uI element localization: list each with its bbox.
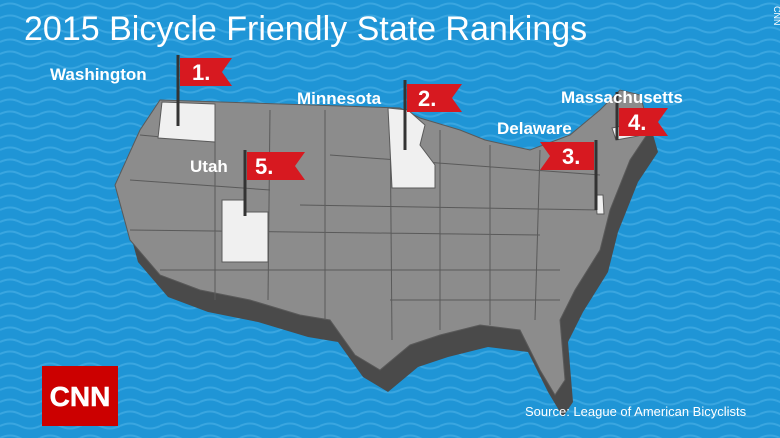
rank-label: 3. xyxy=(562,144,580,169)
rank-label: 5. xyxy=(255,154,273,179)
state-label: Minnesota xyxy=(297,89,382,108)
rank-flag: 3. Delaware xyxy=(497,119,598,210)
rank-flag: 2. Minnesota xyxy=(297,80,462,150)
rank-label: 1. xyxy=(192,60,210,85)
rank-flag: 4. Massachusetts xyxy=(561,88,683,140)
rank-flag: 1. Washington xyxy=(50,55,232,126)
source: Source: League of American Bicyclists xyxy=(525,404,747,419)
rank-label: 2. xyxy=(418,86,436,111)
minnesota-state xyxy=(387,107,436,189)
rank-flag: 5. Utah xyxy=(190,150,305,216)
watermark: CNN xyxy=(772,6,780,26)
title: 2015 Bicycle Friendly State Rankings xyxy=(24,10,587,48)
state-label: Washington xyxy=(50,65,147,84)
rank-label: 4. xyxy=(628,110,646,135)
state-label: Delaware xyxy=(497,119,572,138)
state-label: Utah xyxy=(190,157,228,176)
logo-box xyxy=(42,366,118,426)
logo: CNN xyxy=(50,381,111,412)
washington-state xyxy=(157,101,216,143)
state-label: Massachusetts xyxy=(561,88,683,107)
